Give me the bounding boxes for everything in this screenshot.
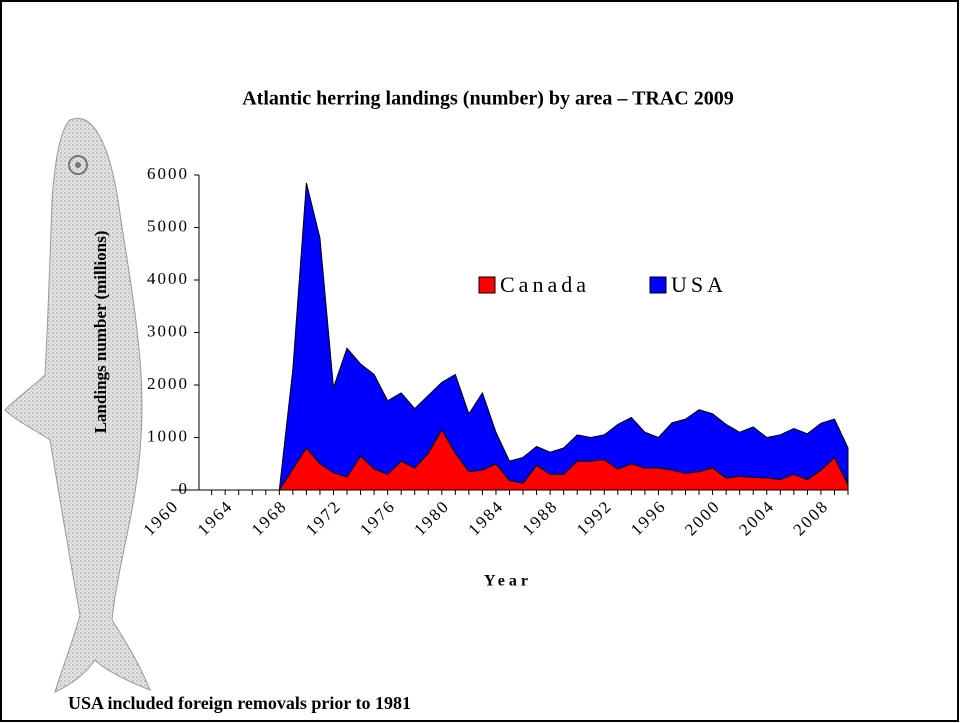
y-axis-label: Landings number (millions): [91, 231, 110, 434]
legend-swatch: [649, 276, 667, 294]
x-axis-label: Year: [484, 573, 532, 590]
y-tick-label: 6000: [147, 164, 189, 183]
y-tick-label: 1000: [147, 426, 189, 445]
legend-label: USA: [671, 272, 727, 297]
y-tick-label: 3000: [147, 321, 189, 340]
chart-title: Atlantic herring landings (number) by ar…: [242, 88, 734, 110]
footnote: USA included foreign removals prior to 1…: [68, 693, 411, 713]
legend-swatch: [478, 276, 496, 294]
y-tick-label: 0: [179, 479, 190, 498]
fish-illustration: [4, 117, 151, 693]
legend-label: Canada: [500, 272, 590, 297]
y-tick-label: 2000: [147, 374, 189, 393]
area-usa: [171, 182, 849, 491]
y-tick-label: 5000: [147, 216, 189, 235]
y-tick-label: 4000: [147, 269, 189, 288]
